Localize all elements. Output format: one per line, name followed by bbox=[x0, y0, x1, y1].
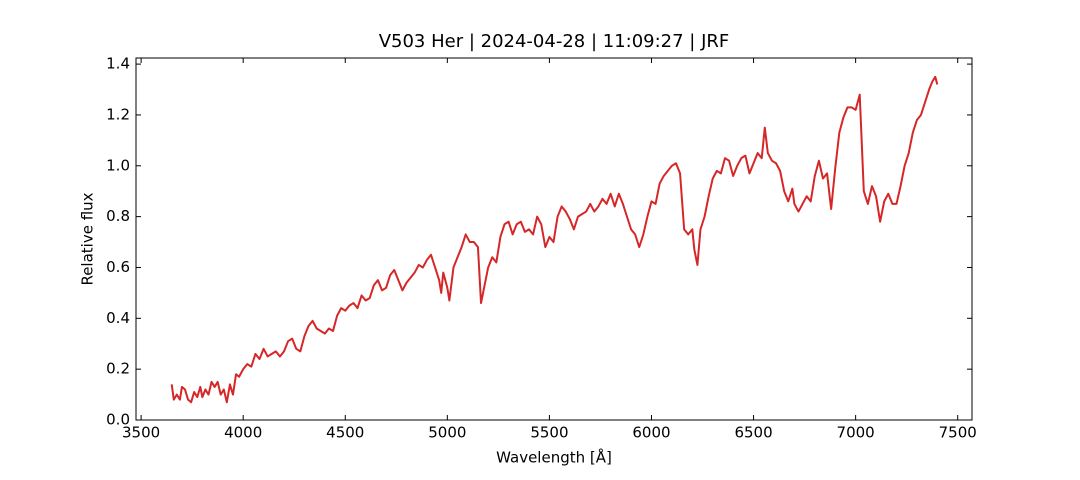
spectrum-line bbox=[170, 75, 939, 404]
y-tick-label: 0.4 bbox=[106, 309, 130, 327]
x-tick-label: 6500 bbox=[734, 424, 772, 442]
x-tick-label: 6000 bbox=[632, 424, 670, 442]
y-tick-label: 1.2 bbox=[106, 105, 130, 123]
plot-frame bbox=[135, 57, 973, 421]
chart-title: V503 Her | 2024-04-28 | 11:09:27 | JRF bbox=[379, 31, 730, 52]
y-axis-label: Relative flux bbox=[79, 192, 97, 285]
y-tick-label: 1.0 bbox=[106, 156, 130, 174]
y-tick-label: 0.8 bbox=[106, 207, 130, 225]
x-tick-label: 5000 bbox=[428, 424, 466, 442]
x-tick-label: 3500 bbox=[122, 424, 160, 442]
x-tick-label: 4000 bbox=[224, 424, 262, 442]
y-tick-label: 0.2 bbox=[106, 360, 130, 378]
x-tick-label: 5500 bbox=[530, 424, 568, 442]
y-tick-label: 1.4 bbox=[106, 55, 130, 73]
y-tick-label: 0.6 bbox=[106, 258, 130, 276]
x-axis-label: Wavelength [Å] bbox=[496, 448, 612, 467]
x-tick-label: 7500 bbox=[939, 424, 977, 442]
x-tick-label: 7000 bbox=[837, 424, 875, 442]
x-tick-label: 4500 bbox=[326, 424, 364, 442]
y-tick-label: 0.0 bbox=[106, 411, 130, 429]
